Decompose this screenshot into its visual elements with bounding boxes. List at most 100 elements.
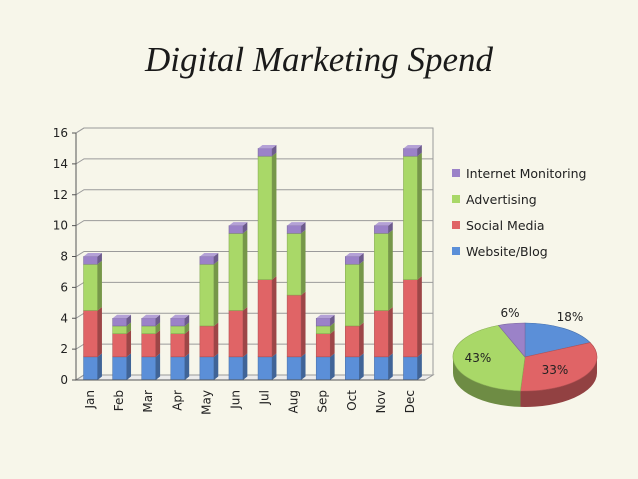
bar-top [199, 253, 219, 257]
bar-stack-dec [403, 144, 422, 381]
gridline [75, 189, 433, 196]
gridline [75, 158, 433, 165]
legend-swatch [452, 195, 460, 203]
bar-advertising-feb [112, 325, 127, 334]
bar-social-media-may [199, 325, 215, 358]
x-tick-label: Mar [141, 390, 155, 413]
y-tick-label: 8 [60, 250, 68, 264]
legend-swatch [452, 247, 460, 255]
bar-internet-monitoring-sep [315, 318, 331, 327]
bar-side [417, 152, 422, 280]
bar-side [97, 253, 102, 265]
bar-social-media-nov [374, 310, 389, 358]
bar-top [374, 222, 393, 226]
bar-advertising-aug [286, 233, 302, 296]
bar-side [126, 353, 132, 380]
legend-label: Advertising [466, 192, 537, 207]
bar-advertising-may [199, 263, 215, 327]
bar-internet-monitoring-oct [345, 256, 360, 265]
bar-side [97, 260, 102, 311]
bar-stack-apr [170, 314, 190, 381]
bar-advertising-mar [141, 325, 156, 334]
bar-side [272, 276, 277, 357]
bar-side [272, 152, 277, 280]
axis-layer: 0 2 4 6 8 10 12 14 16 Jan Feb Mar Apr May Jun Jul Aug Sep… [53, 126, 425, 415]
bar-stack-may [199, 253, 219, 381]
bar-social-media-jan [83, 310, 98, 358]
bar-website-blog-jan [83, 356, 98, 381]
bar-top [258, 144, 277, 149]
bar-stack-mar [141, 314, 161, 381]
bar-side [301, 229, 306, 296]
bar-side [184, 330, 190, 357]
bar-side [126, 330, 132, 357]
pie-slice-social-media [520, 342, 598, 392]
bar-advertising-nov [374, 233, 389, 311]
bar-website-blog-jul [257, 356, 273, 381]
chart-title: Digital Marketing Spend [144, 40, 493, 79]
bar-side [359, 353, 364, 380]
y-tick-label: 6 [60, 280, 68, 294]
bar-side [213, 353, 219, 380]
x-tick-label: May [199, 390, 213, 415]
bar-side [126, 314, 132, 326]
pie-label: 33% [542, 363, 569, 377]
bar-internet-monitoring-mar [141, 318, 156, 327]
bar-stack-aug [286, 222, 306, 381]
x-tick-label: Jul [258, 390, 272, 405]
bar-internet-monitoring-may [199, 256, 215, 265]
bar-internet-monitoring-jul [257, 148, 273, 157]
bar-website-blog-jun [228, 356, 244, 381]
x-tick-label: Sep [316, 390, 330, 413]
bar-side [155, 330, 161, 357]
bar-stack-jul [257, 144, 277, 381]
bar-side [184, 314, 190, 326]
bar-advertising-jan [83, 263, 98, 311]
bar-side [155, 322, 161, 334]
x-tick-label: Feb [112, 390, 126, 411]
bar-internet-monitoring-dec [403, 148, 418, 157]
y-tick-label: 16 [53, 126, 68, 140]
bar-stack-jan [83, 253, 102, 381]
bar-top [287, 222, 306, 226]
bar-website-blog-aug [286, 356, 302, 381]
y-tick-label: 2 [60, 342, 68, 356]
bar-side [359, 253, 364, 265]
bar-social-media-feb [112, 333, 127, 358]
bar-advertising-apr [170, 325, 186, 334]
pie-side [452, 357, 521, 407]
bar-social-media-jul [257, 279, 273, 358]
y-tick-label: 4 [60, 311, 68, 325]
bar-side [155, 353, 161, 380]
legend-swatch [452, 169, 460, 177]
bar-side [417, 144, 422, 157]
x-tick-label: Dec [403, 390, 417, 413]
bar-website-blog-apr [170, 356, 186, 381]
bar-advertising-jul [257, 155, 273, 280]
bar-website-blog-mar [141, 356, 156, 381]
x-tick-label: Jun [228, 390, 242, 410]
y-tick-label: 10 [53, 219, 68, 233]
bar-advertising-oct [345, 263, 360, 327]
bar-advertising-sep [315, 325, 331, 334]
pie-label: 43% [465, 351, 492, 365]
bar-social-media-dec [403, 279, 418, 358]
pie-label: 6% [500, 306, 519, 320]
bar-side [97, 353, 102, 380]
bar-internet-monitoring-aug [286, 225, 302, 234]
x-tick-label: Aug [287, 390, 301, 413]
bar-internet-monitoring-nov [374, 225, 389, 234]
y-tick-label: 12 [53, 188, 68, 202]
bar-social-media-mar [141, 333, 156, 358]
bar-social-media-aug [286, 294, 302, 358]
bar-side [301, 353, 306, 380]
bar-top [345, 253, 364, 257]
pie-label: 18% [557, 310, 584, 324]
x-tick-label: Jan [83, 390, 97, 410]
bar-advertising-jun [228, 233, 244, 311]
bar-website-blog-nov [374, 356, 389, 381]
bar-side [242, 229, 248, 311]
bar-side [242, 353, 248, 380]
bar-side [330, 330, 335, 357]
